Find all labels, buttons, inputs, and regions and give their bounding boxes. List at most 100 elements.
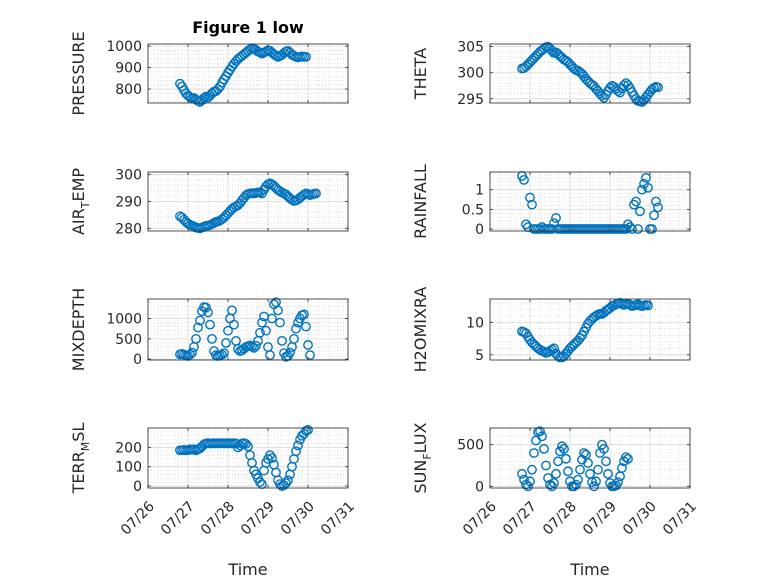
y-axis-label-subscript: F (421, 453, 434, 459)
data-point (605, 82, 615, 93)
y-axis-label: THETA (411, 48, 430, 100)
data-point (549, 343, 559, 354)
data-point (251, 340, 261, 351)
data-point (199, 93, 209, 103)
x-axis-label: Time (569, 560, 609, 579)
y-tick-label: 0 (133, 352, 142, 368)
ticks (489, 299, 691, 360)
axes-background (490, 44, 690, 103)
data-point (537, 431, 547, 442)
data-point (311, 188, 321, 199)
y-tick-label: 100 (115, 460, 142, 476)
data-point (223, 325, 233, 336)
data-point (517, 468, 527, 479)
axes-box (489, 298, 691, 361)
data-point (549, 478, 559, 488)
data-point (303, 425, 313, 435)
data-point (651, 196, 661, 207)
data-point (643, 300, 653, 311)
axes-box (147, 43, 349, 104)
y-axis-label-main: AIR (69, 208, 88, 235)
data-point (603, 468, 613, 479)
data-point (277, 335, 287, 346)
y-axis-label-main: TERR (69, 451, 88, 494)
y-tick-label: 295 (457, 92, 484, 108)
chart-title: Figure 1 low (192, 18, 304, 37)
data-point (187, 347, 197, 358)
data-point (633, 224, 643, 234)
data-point (551, 468, 561, 479)
axes-box (489, 43, 691, 104)
data-point (299, 309, 309, 320)
y-axis-label-subscript: T (79, 201, 92, 209)
y-tick-label: 5 (475, 348, 484, 364)
data-point (291, 446, 301, 457)
y-axis-label: AIRTEMP (69, 168, 92, 235)
data-point (227, 305, 237, 316)
axes-box (489, 171, 691, 232)
data-point (521, 219, 531, 230)
y-tick-label: 500 (115, 332, 142, 348)
data-point (221, 338, 231, 348)
y-tick-label: 1000 (106, 39, 142, 55)
ticks (147, 299, 349, 360)
x-axis-label: Time (227, 560, 267, 579)
data-point (193, 322, 203, 333)
data-point (185, 349, 195, 360)
data-point (273, 305, 283, 316)
data-point (593, 464, 603, 475)
data-point (281, 478, 291, 489)
data-series (175, 43, 311, 107)
subplot-pressure: 800 900 1000 PRESSURE Figure 1 low (69, 18, 349, 116)
data-point (583, 458, 593, 468)
data-point (203, 307, 213, 318)
subplot-rainfall: 0 0.5 1 RAINFALL (411, 164, 691, 239)
data-point (561, 453, 571, 464)
ticks (147, 172, 349, 231)
data-point (573, 474, 583, 485)
data-point (597, 90, 607, 101)
y-tick-label: 10 (466, 315, 484, 331)
data-point (201, 302, 211, 313)
data-point (599, 443, 609, 454)
data-point (291, 323, 301, 334)
data-point (627, 224, 637, 234)
y-tick-label: 290 (115, 195, 142, 211)
data-point (653, 202, 663, 213)
data-point (301, 321, 311, 332)
data-point (551, 213, 561, 223)
data-point (643, 182, 653, 193)
data-point (241, 438, 251, 449)
data-point (641, 172, 651, 183)
data-point (205, 319, 215, 330)
data-point (613, 477, 623, 488)
data-point (261, 325, 271, 336)
ticks (489, 428, 691, 488)
data-point (243, 441, 253, 452)
data-point (267, 313, 277, 324)
y-tick-label: 500 (457, 438, 484, 454)
y-tick-label: 300 (115, 168, 142, 184)
data-point (207, 333, 217, 344)
axes-box (147, 427, 349, 489)
y-axis-label: SUNFLUX (411, 422, 434, 493)
y-tick-label: 800 (115, 82, 142, 98)
data-point (635, 206, 645, 217)
data-point (255, 477, 265, 488)
data-point (219, 348, 229, 358)
y-axis-label-tail: EMP (69, 168, 88, 202)
y-tick-label: 200 (115, 440, 142, 456)
axes-box (489, 427, 691, 489)
data-point (257, 317, 267, 328)
data-point (571, 479, 581, 490)
y-axis-label-tail: LUX (411, 422, 430, 453)
y-tick-label: 0 (475, 222, 484, 238)
y-axis-label: TERRMSL (69, 423, 92, 495)
ticks (489, 44, 691, 103)
major-grid (148, 299, 348, 360)
data-point (575, 464, 585, 475)
data-point (285, 347, 295, 358)
axes-box (147, 298, 349, 361)
data-point (535, 426, 545, 437)
